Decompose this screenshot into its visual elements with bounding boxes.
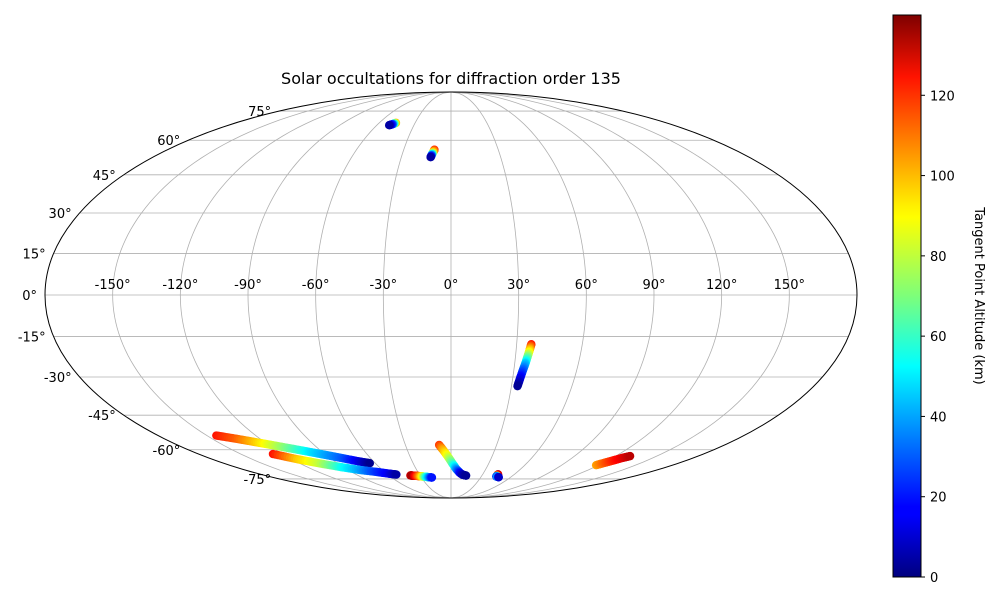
- longitude-gridline: [450, 92, 790, 498]
- occultation-point: [384, 121, 394, 130]
- data-points: [212, 118, 635, 482]
- occultation-point: [365, 459, 375, 468]
- longitude-gridline: [382, 92, 452, 498]
- lon-tick-label: 150°: [774, 278, 805, 293]
- occultation-point: [494, 473, 503, 482]
- lat-tick-label: 45°: [93, 169, 116, 184]
- longitude-gridline: [450, 92, 520, 498]
- occultation-point: [427, 473, 437, 482]
- longitude-gridline: [450, 92, 587, 498]
- longitude-tick-labels: -150° -120° -90° -60° -30° 0° 30° 60° 90…: [95, 278, 805, 293]
- colorbar-tick-label: 40: [930, 410, 947, 425]
- map-plot-area: -150° -120° -90° -60° -30° 0° 30° 60° 90…: [18, 91, 858, 499]
- lon-tick-label: -150°: [95, 278, 131, 293]
- occultation-point: [461, 471, 471, 480]
- longitude-gridline: [450, 92, 723, 498]
- lat-tick-label: 60°: [157, 134, 180, 149]
- lat-tick-label: 30°: [49, 207, 72, 222]
- lat-tick-label: -75°: [243, 473, 271, 488]
- chart-title: Solar occultations for diffraction order…: [281, 69, 621, 88]
- colorbar: 0 20 40 60 80 100 120 Tangent Point Alti…: [892, 14, 986, 586]
- colorbar-tick-label: 100: [930, 170, 955, 185]
- colorbar-tick-label: 60: [930, 330, 947, 345]
- lat-tick-label: 15°: [23, 247, 46, 262]
- lat-tick-label: -60°: [153, 444, 181, 459]
- longitude-gridline: [112, 92, 452, 498]
- colorbar-tick-label: 120: [930, 89, 955, 104]
- colorbar-label: Tangent Point Altitude (km): [971, 206, 986, 384]
- lat-tick-label: -15°: [18, 331, 46, 346]
- lat-tick-label: 75°: [248, 105, 271, 120]
- colorbar-gradient: [892, 14, 922, 578]
- colorbar-tick-label: 20: [930, 491, 947, 506]
- lon-tick-label: 0°: [444, 278, 459, 293]
- lat-tick-label: -45°: [88, 409, 116, 424]
- latitude-tick-labels: -75° -60° -45° -30° -15° 0° 15° 30° 45° …: [18, 105, 271, 488]
- lon-tick-label: -120°: [162, 278, 198, 293]
- occultation-point: [426, 153, 435, 162]
- occultation-point: [625, 451, 635, 461]
- lon-tick-label: -60°: [302, 278, 330, 293]
- lon-tick-label: -90°: [234, 278, 262, 293]
- lon-tick-label: 30°: [507, 278, 530, 293]
- longitude-gridline: [450, 92, 655, 498]
- lat-tick-label: -30°: [44, 371, 72, 386]
- colorbar-tick-label: 80: [930, 250, 947, 265]
- occultation-point: [392, 470, 401, 479]
- occultation-point: [513, 381, 522, 391]
- lat-tick-label: 0°: [22, 289, 37, 304]
- colorbar-tick-label: 0: [930, 571, 938, 586]
- lon-tick-label: 120°: [706, 278, 737, 293]
- lon-tick-label: 60°: [575, 278, 598, 293]
- map-boundary: [44, 91, 858, 499]
- longitude-gridline: [315, 92, 452, 498]
- colorbar-ticks: 0 20 40 60 80 100 120: [921, 89, 955, 586]
- lon-tick-label: 90°: [642, 278, 665, 293]
- lon-tick-label: -30°: [369, 278, 397, 293]
